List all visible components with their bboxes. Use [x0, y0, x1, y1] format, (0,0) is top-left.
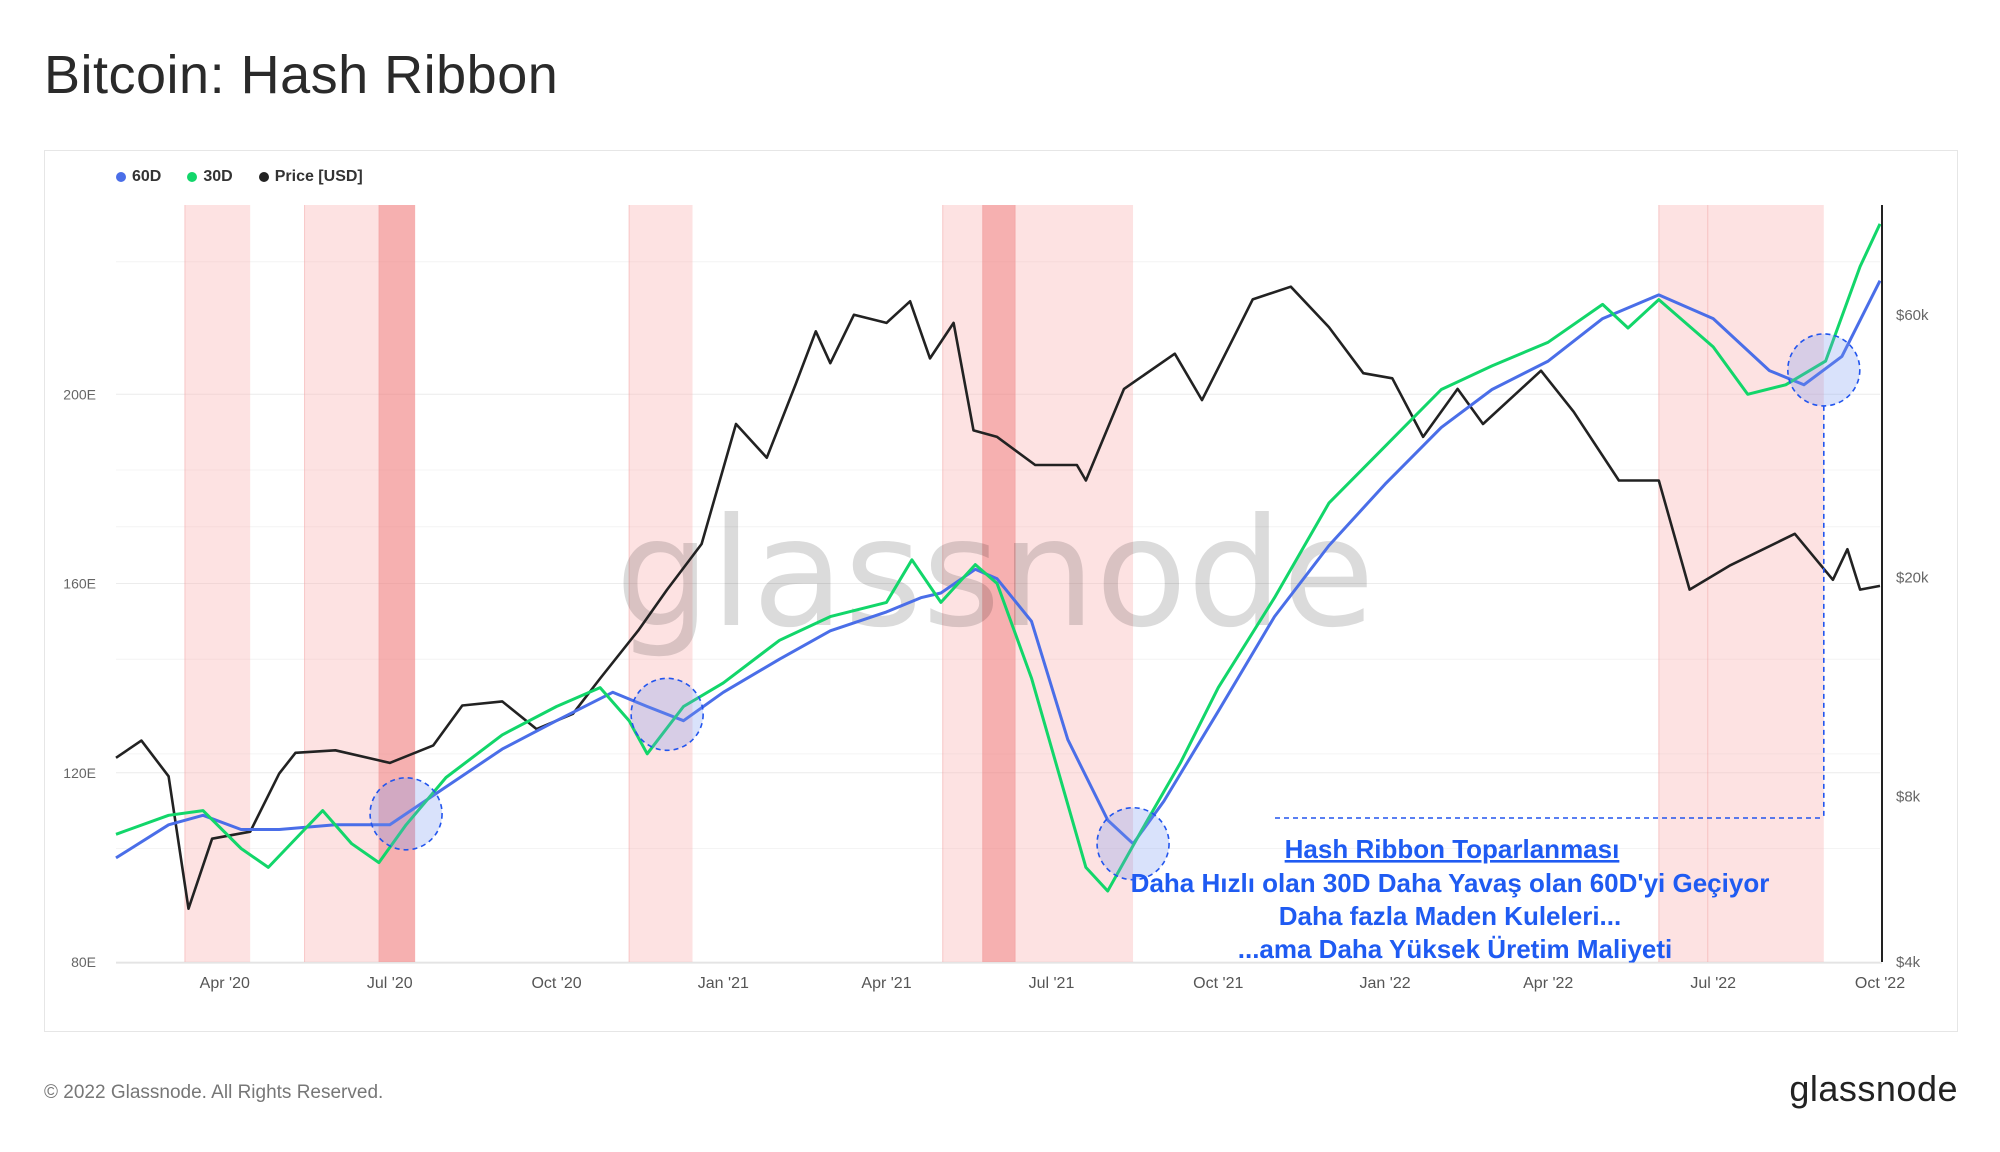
annotation-line-3: ...ama Daha Yüksek Üretim Maliyeti: [1238, 934, 1673, 964]
right-tick-label-1: $8k: [1896, 788, 1921, 805]
left-tick-label-2: 160E: [63, 576, 96, 592]
watermark: glassnode: [615, 487, 1374, 661]
x-tick-label-10: Oct '22: [1855, 975, 1905, 992]
x-tick-label-1: Jul '20: [367, 975, 413, 992]
right-tick-label-3: $60k: [1896, 307, 1929, 324]
glassnode-logo: glassnode: [1789, 1068, 1958, 1109]
shaded-band-5: [982, 205, 1016, 962]
chart-legend: 60D 30D Price [USD]: [116, 168, 363, 186]
annotation-line-0: Hash Ribbon Toparlanması: [1285, 834, 1620, 864]
legend-dot-60d: [116, 172, 126, 182]
left-tick-label-0: 80E: [71, 954, 96, 970]
crossover-circle-1: [630, 677, 704, 752]
legend-label-30d: 30D: [203, 168, 233, 185]
x-tick-label-5: Jul '21: [1029, 975, 1075, 992]
series-line-30d: [115, 223, 1882, 893]
annotation-line-1: Daha Hızlı olan 30D Daha Yavaş olan 60D'…: [1131, 868, 1770, 898]
legend-item-60d[interactable]: 60D: [116, 168, 161, 186]
x-tick-label-3: Jan '21: [698, 975, 749, 992]
page-title: Bitcoin: Hash Ribbon: [44, 45, 559, 105]
shaded-band-3: [629, 205, 693, 962]
shaded-band-0: [184, 205, 251, 962]
crossover-circle-2: [1096, 806, 1170, 881]
x-tick-label-4: Apr '21: [861, 975, 911, 992]
x-tick-label-9: Jul '22: [1690, 975, 1736, 992]
legend-dot-price: [258, 172, 269, 182]
left-tick-label-3: 200E: [63, 386, 96, 402]
crossover-circle-0: [369, 777, 443, 851]
shaded-band-1: [304, 205, 379, 962]
left-tick-label-1: 120E: [63, 765, 96, 781]
legend-item-30d[interactable]: 30D: [187, 168, 233, 186]
right-tick-label-2: $20k: [1896, 569, 1929, 586]
x-tick-label-8: Apr '22: [1523, 975, 1573, 992]
x-tick-label-7: Jan '22: [1360, 975, 1411, 992]
crossover-circle-3: [1786, 333, 1861, 407]
shaded-band-8: [1707, 205, 1824, 962]
copyright-text: © 2022 Glassnode. All Rights Reserved.: [44, 1082, 384, 1103]
legend-label-price: Price [USD]: [274, 168, 363, 185]
annotation-line-2: Daha fazla Maden Kuleleri...: [1279, 901, 1621, 931]
x-tick-label-6: Oct '21: [1193, 975, 1243, 992]
chart-frame: [44, 150, 1958, 1032]
x-tick-label-0: Apr '20: [200, 975, 250, 992]
legend-dot-30d: [187, 172, 198, 182]
series-line-price-usd-: [115, 285, 1881, 911]
legend-label-60d: 60D: [132, 168, 162, 185]
x-tick-label-2: Oct '20: [531, 975, 581, 992]
shaded-band-6: [1015, 205, 1134, 962]
legend-item-price[interactable]: Price [USD]: [258, 168, 363, 186]
right-tick-label-0: $4k: [1896, 954, 1921, 971]
